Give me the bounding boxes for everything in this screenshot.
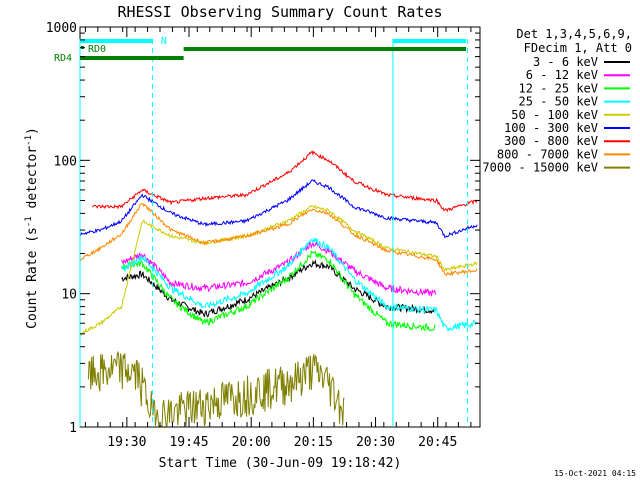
- chart-title: RHESSI Observing Summary Count Rates: [117, 3, 442, 21]
- y-tick-label: 100: [54, 154, 77, 169]
- x-tick-label: 20:45: [418, 435, 457, 450]
- x-tick-label: 19:45: [169, 435, 208, 450]
- series-line-5: [79, 179, 478, 239]
- series-layer: [79, 150, 478, 427]
- x-tick-label: 20:00: [232, 435, 271, 450]
- legend-label: 3 - 6 keV: [533, 55, 598, 69]
- legend-label: 12 - 25 keV: [519, 81, 598, 95]
- legend-label: 100 - 300 keV: [504, 121, 598, 135]
- legend-label: 50 - 100 keV: [511, 108, 598, 122]
- legend-label: 300 - 800 keV: [504, 134, 598, 148]
- legend-header-2: FDecim 1, Att 0: [524, 41, 632, 55]
- legend-label: 25 - 50 keV: [519, 95, 598, 109]
- series-line-1: [121, 240, 437, 297]
- attenuator-label-rd0: RD0: [88, 44, 106, 55]
- attenuator-label-n: N: [161, 36, 167, 47]
- series-line-3: [121, 238, 478, 332]
- legend-label: 7000 - 15000 keV: [482, 161, 598, 175]
- markers-layer: N RD0 RD4: [54, 36, 469, 427]
- legend-header-1: Det 1,3,4,5,6,9,: [516, 27, 632, 41]
- x-tick-label: 19:30: [107, 435, 146, 450]
- y-axis-label-part1: Count Rate (s: [25, 227, 40, 329]
- x-tick-label: 20:30: [356, 435, 395, 450]
- ticks-layer: 1 10 100 1000 19:30 19:45 20:00 20:15 20:30 20:45: [46, 21, 480, 450]
- footer-timestamp: 15-Oct-2021 04:15: [554, 469, 636, 478]
- y-axis-label-sup1: -1: [24, 216, 34, 227]
- y-axis-label: Count Rate (s-1 detector-1): [24, 127, 40, 329]
- y-tick-label: 1000: [46, 21, 77, 36]
- series-line-7: [79, 202, 478, 277]
- y-axis-label-sup2: -1: [24, 135, 34, 146]
- y-axis-label-part2: detector: [25, 146, 40, 217]
- series-line-2: [121, 249, 436, 332]
- legend-label: 800 - 7000 keV: [497, 147, 598, 161]
- series-line-4: [79, 204, 478, 336]
- y-tick-label: 10: [61, 288, 77, 303]
- y-tick-label: 1: [69, 421, 77, 436]
- series-line-6: [92, 150, 478, 213]
- series-line-8: [87, 351, 345, 427]
- attenuator-label-rd4: RD4: [54, 53, 72, 64]
- x-axis-label: Start Time (30-Jun-09 19:18:42): [159, 456, 402, 471]
- y-axis-label-part3: ): [25, 127, 40, 135]
- legend-label: 6 - 12 keV: [526, 68, 598, 82]
- x-tick-label: 20:15: [294, 435, 333, 450]
